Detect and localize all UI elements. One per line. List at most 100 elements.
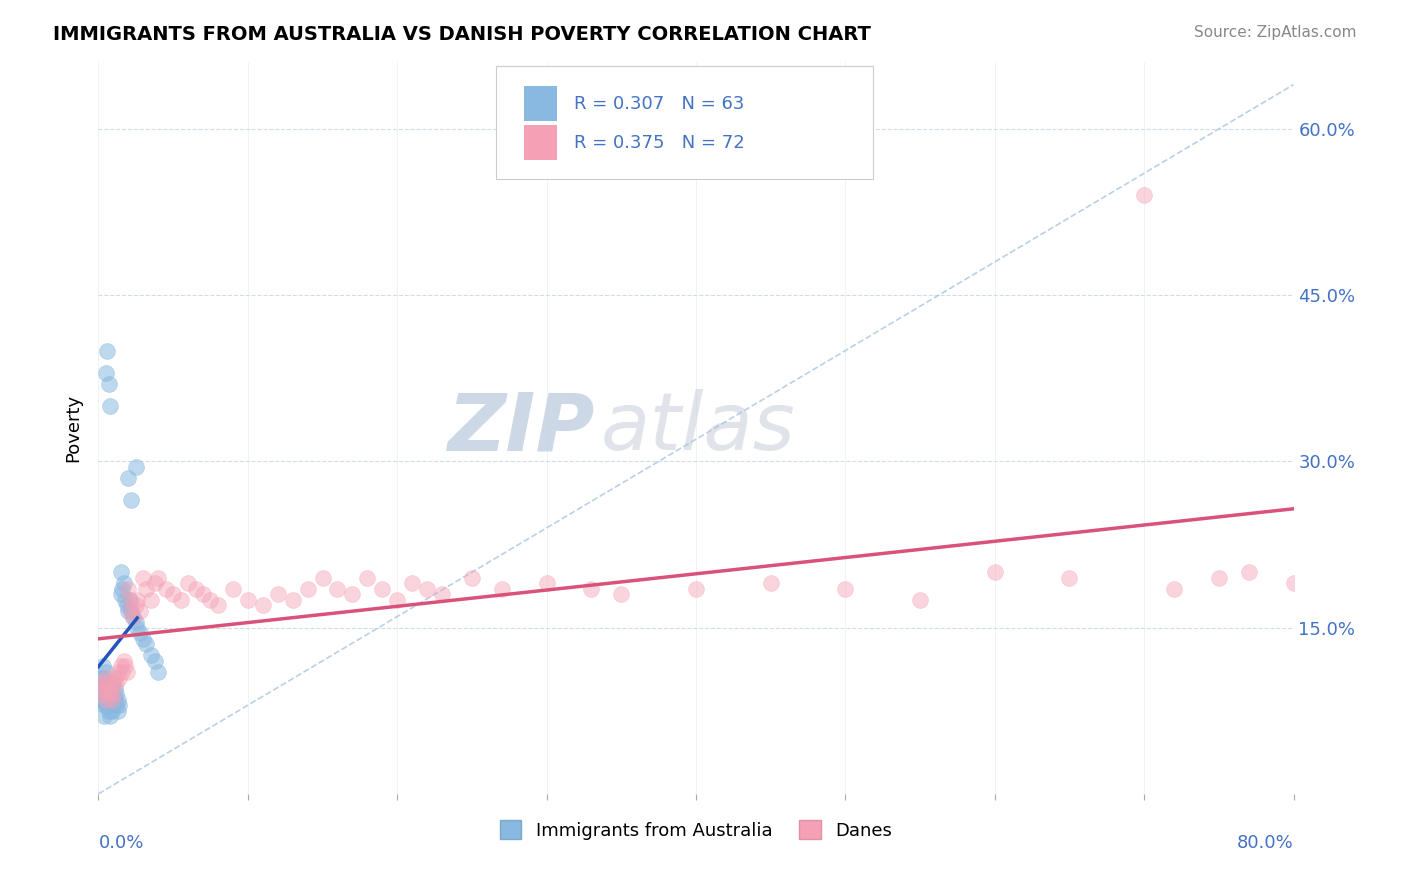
Point bbox=[1282, 576, 1305, 591]
Text: R = 0.375   N = 72: R = 0.375 N = 72 bbox=[574, 134, 745, 152]
Point bbox=[97, 704, 120, 718]
Point bbox=[90, 671, 112, 685]
Point bbox=[139, 593, 162, 607]
Point bbox=[326, 582, 349, 596]
Point bbox=[96, 698, 118, 713]
Text: ZIP: ZIP bbox=[447, 389, 595, 467]
Point bbox=[385, 593, 409, 607]
Point bbox=[97, 692, 120, 706]
Point bbox=[110, 566, 132, 580]
Point bbox=[118, 593, 141, 607]
Point bbox=[222, 582, 245, 596]
Point bbox=[112, 576, 135, 591]
Point bbox=[416, 582, 439, 596]
Point bbox=[96, 676, 118, 690]
Point bbox=[125, 599, 148, 613]
Point bbox=[143, 576, 166, 591]
Point bbox=[1208, 571, 1230, 585]
Point bbox=[103, 687, 125, 701]
Point bbox=[120, 604, 142, 618]
Point bbox=[536, 576, 558, 591]
Point bbox=[103, 698, 125, 713]
Point bbox=[91, 681, 114, 696]
Point bbox=[94, 687, 117, 701]
FancyBboxPatch shape bbox=[496, 66, 873, 179]
Text: IMMIGRANTS FROM AUSTRALIA VS DANISH POVERTY CORRELATION CHART: IMMIGRANTS FROM AUSTRALIA VS DANISH POVE… bbox=[53, 25, 872, 44]
Point bbox=[96, 676, 118, 690]
Point bbox=[342, 587, 364, 601]
FancyBboxPatch shape bbox=[524, 86, 557, 121]
Point bbox=[139, 648, 162, 663]
Point bbox=[200, 593, 222, 607]
Point bbox=[117, 582, 139, 596]
Legend: Immigrants from Australia, Danes: Immigrants from Australia, Danes bbox=[492, 814, 900, 847]
Point bbox=[91, 659, 114, 673]
Point bbox=[117, 471, 139, 485]
Point bbox=[91, 671, 114, 685]
Point bbox=[267, 587, 290, 601]
Point bbox=[135, 637, 157, 651]
Point bbox=[127, 621, 149, 635]
Point bbox=[90, 692, 112, 706]
Point bbox=[125, 615, 148, 629]
Text: 0.0%: 0.0% bbox=[98, 834, 143, 852]
Point bbox=[97, 681, 120, 696]
Point bbox=[115, 665, 138, 679]
Point bbox=[491, 582, 513, 596]
Point bbox=[94, 665, 117, 679]
Point bbox=[117, 604, 139, 618]
Point bbox=[89, 681, 111, 696]
Point bbox=[908, 593, 931, 607]
Point bbox=[1133, 188, 1156, 202]
Point bbox=[96, 343, 118, 358]
Point bbox=[121, 609, 143, 624]
Point bbox=[135, 582, 157, 596]
Point bbox=[105, 687, 128, 701]
Point bbox=[108, 698, 131, 713]
Point bbox=[98, 709, 122, 723]
Point bbox=[110, 659, 132, 673]
Point bbox=[93, 676, 115, 690]
Point bbox=[125, 459, 148, 474]
Point bbox=[110, 587, 132, 601]
Point bbox=[1163, 582, 1185, 596]
Point bbox=[132, 571, 155, 585]
Point bbox=[127, 593, 149, 607]
Point bbox=[148, 665, 170, 679]
Point bbox=[105, 698, 128, 713]
Text: R = 0.307   N = 63: R = 0.307 N = 63 bbox=[574, 95, 744, 113]
Point bbox=[356, 571, 378, 585]
Point bbox=[120, 604, 142, 618]
Point bbox=[91, 692, 114, 706]
Point bbox=[461, 571, 484, 585]
Point bbox=[112, 654, 135, 668]
Text: Source: ZipAtlas.com: Source: ZipAtlas.com bbox=[1194, 25, 1357, 40]
Point bbox=[104, 692, 127, 706]
Point bbox=[191, 587, 214, 601]
Point bbox=[207, 599, 229, 613]
Point bbox=[184, 582, 207, 596]
Point bbox=[104, 671, 127, 685]
Point bbox=[685, 582, 707, 596]
Point bbox=[581, 582, 603, 596]
Point bbox=[111, 582, 134, 596]
Point bbox=[90, 687, 112, 701]
Point bbox=[107, 692, 129, 706]
Point bbox=[103, 687, 125, 701]
Point bbox=[104, 681, 127, 696]
Point bbox=[143, 654, 166, 668]
Text: atlas: atlas bbox=[600, 389, 796, 467]
Point bbox=[297, 582, 319, 596]
Point bbox=[108, 671, 131, 685]
Point bbox=[115, 599, 138, 613]
Point bbox=[984, 566, 1007, 580]
Point bbox=[114, 593, 136, 607]
Point bbox=[430, 587, 453, 601]
Point bbox=[89, 692, 111, 706]
Point bbox=[162, 587, 184, 601]
Point bbox=[311, 571, 333, 585]
Point bbox=[401, 576, 423, 591]
Point bbox=[101, 692, 124, 706]
Point bbox=[101, 692, 124, 706]
Point bbox=[91, 676, 114, 690]
